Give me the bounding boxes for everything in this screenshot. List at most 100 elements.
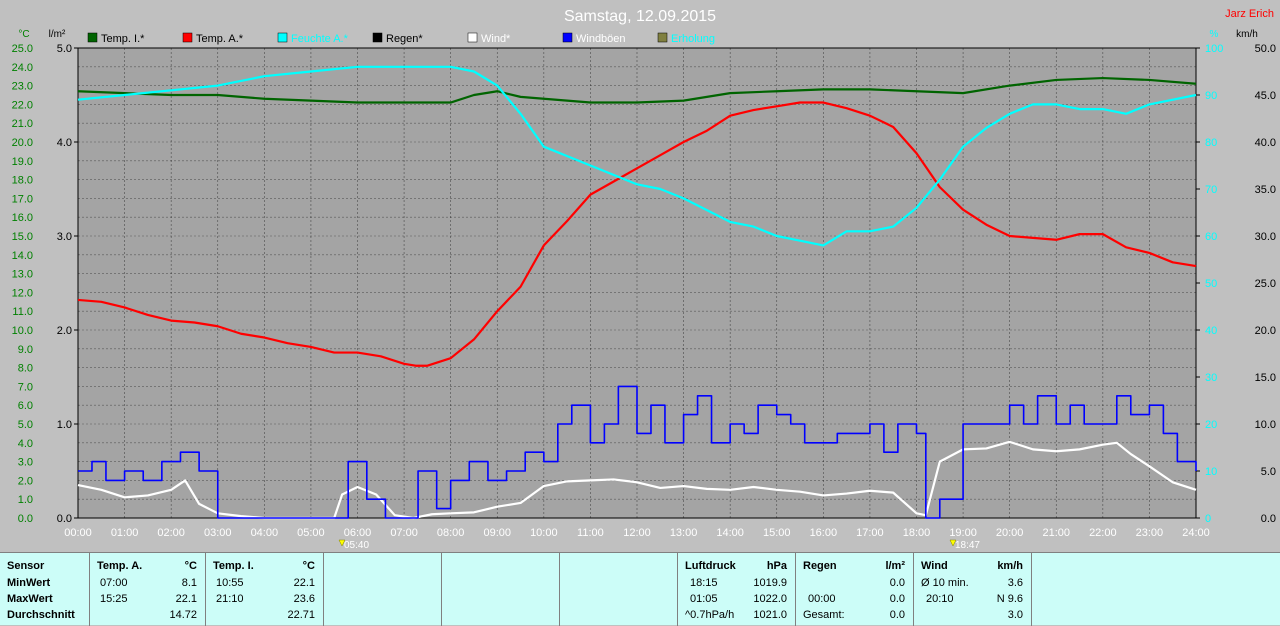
temp-tick-label: 18.0: [12, 175, 33, 187]
x-tick-label: 02:00: [157, 527, 185, 539]
pressure-max-time: 01:05: [690, 593, 718, 605]
temp-tick-label: 10.0: [12, 325, 33, 337]
temp-tick-label: 17.0: [12, 193, 33, 205]
x-tick-label: 07:00: [390, 527, 418, 539]
x-tick-label: 01:00: [111, 527, 139, 539]
temp-tick-label: 2.0: [18, 475, 33, 487]
sun-marker-icon: [338, 539, 346, 547]
wind-tick-label: 40.0: [1255, 137, 1276, 149]
wind-unit: km/h: [997, 560, 1023, 572]
temp-tick-label: 8.0: [18, 363, 33, 375]
legend-swatch: [467, 32, 478, 43]
pressure-min-value: 1019.9: [753, 577, 787, 589]
stats-col-empty-1: [324, 553, 442, 626]
temp-tick-label: 23.0: [12, 81, 33, 93]
temp-i-min-value: 22.1: [293, 577, 315, 589]
wind-row3-value: 3.0: [1007, 609, 1023, 621]
legend: Temp. I.* Temp. A.* Feuchte A.* Regen* Wind*…: [87, 32, 715, 45]
wind-unit-label: km/h: [1236, 29, 1258, 40]
rain-row1-value: 0.0: [889, 577, 905, 589]
rain-row3-value: 0.0: [889, 609, 905, 621]
temp-tick-label: 9.0: [18, 344, 33, 356]
stats-col-empty-3: [560, 553, 678, 626]
humidity-tick-label: 0: [1205, 513, 1211, 525]
temp-tick-label: 7.0: [18, 381, 33, 393]
rain-tick-label: 2.0: [57, 325, 72, 337]
x-tick-label: 17:00: [856, 527, 884, 539]
row-label-max: MaxWert: [7, 593, 53, 605]
x-tick-label: 20:00: [996, 527, 1024, 539]
temp-tick-label: 0.0: [18, 513, 33, 525]
wind-tick-label: 15.0: [1255, 372, 1276, 384]
temp-i-max-time: 21:10: [216, 593, 244, 605]
stats-col-temp-outside: Temp. A. °C 07:00 8.1 15:25 22.1 14.72: [90, 553, 206, 626]
legend-swatch: [562, 32, 573, 43]
sensor-header: Sensor: [7, 560, 45, 572]
temp-i-unit: °C: [302, 560, 315, 572]
series-line-temp-i: [77, 76, 1197, 104]
wind-tick-label: 10.0: [1255, 419, 1276, 431]
axis-ticks: 00:00 01:00 02:00 03:00 04:00 05:00 06:00 07:00…: [12, 43, 1276, 539]
stats-col-pressure: Luftdruck hPa 18:15 1019.9 01:05 1022.0 …: [678, 553, 796, 626]
legend-swatch: [277, 32, 288, 43]
temp-a-min-time: 07:00: [100, 577, 128, 589]
temp-a-max-value: 22.1: [175, 593, 197, 605]
row-label-avg: Durchschnitt: [7, 609, 75, 621]
author-label: Jarz Erich: [1225, 8, 1274, 20]
legend-swatch: [87, 32, 98, 43]
rain-row2-value: 0.0: [889, 593, 905, 605]
wind-row1-value: 3.6: [1007, 577, 1023, 589]
stats-col-rain: Regen l/m² 0.0 00:00 0.0 Gesamt: 0.0: [796, 553, 914, 626]
legend-swatch: [372, 32, 383, 43]
pressure-trend-label: ^0.7hPa/h: [685, 609, 735, 621]
humidity-unit-label: %: [1210, 29, 1219, 40]
x-tick-label: 00:00: [64, 527, 92, 539]
series-line-windb-en: [78, 385, 1197, 519]
x-tick-label: 23:00: [1136, 527, 1164, 539]
temp-tick-label: 13.0: [12, 269, 33, 281]
temp-tick-label: 19.0: [12, 156, 33, 168]
rain-unit: l/m²: [885, 560, 905, 572]
x-tick-label: 06:00: [344, 527, 372, 539]
rain-tick-label: 4.0: [57, 137, 72, 149]
legend-label: Wind*: [481, 33, 511, 45]
legend-label: Regen*: [386, 33, 423, 45]
wind-tick-label: 35.0: [1255, 184, 1276, 196]
temp-tick-label: 1.0: [18, 494, 33, 506]
temp-i-average: 22.71: [287, 609, 315, 621]
stats-col-wind: Wind km/h Ø 10 min. 3.6 20:10 N 9.6 3.0: [914, 553, 1032, 626]
x-tick-label: 24:00: [1182, 527, 1210, 539]
wind-tick-label: 50.0: [1255, 43, 1276, 55]
temp-tick-label: 25.0: [12, 43, 33, 55]
pressure-min-time: 18:15: [690, 577, 718, 589]
stats-col-empty-2: [442, 553, 560, 626]
rain-row3-label: Gesamt:: [803, 609, 845, 621]
temp-a-average: 14.72: [169, 609, 197, 621]
rain-tick-label: 3.0: [57, 231, 72, 243]
x-tick-label: 13:00: [670, 527, 698, 539]
stats-col-temp-inside: Temp. I. °C 10:55 22.1 21:10 23.6 22.71: [206, 553, 324, 626]
pressure-trend-value: 1021.0: [753, 609, 787, 621]
sun-marker-label: 05:40: [344, 540, 369, 551]
x-tick-label: 14:00: [716, 527, 744, 539]
legend-label: Windböen: [576, 33, 626, 45]
series-line-temp-a: [77, 101, 1197, 367]
temp-tick-label: 21.0: [12, 118, 33, 130]
temp-a-max-time: 15:25: [100, 593, 128, 605]
wind-header: Wind: [921, 560, 948, 572]
humidity-tick-label: 70: [1205, 184, 1217, 196]
humidity-tick-label: 80: [1205, 137, 1217, 149]
temp-i-max-value: 23.6: [293, 593, 315, 605]
temp-tick-label: 6.0: [18, 400, 33, 412]
temp-tick-label: 11.0: [12, 306, 33, 318]
x-tick-label: 16:00: [810, 527, 838, 539]
wind-row2-value: N 9.6: [996, 593, 1023, 605]
humidity-tick-label: 100: [1205, 43, 1223, 55]
temp-tick-label: 5.0: [18, 419, 33, 431]
x-tick-label: 08:00: [437, 527, 465, 539]
temp-i-min-time: 10:55: [216, 577, 244, 589]
rain-tick-label: 1.0: [57, 419, 72, 431]
wind-tick-label: 25.0: [1255, 278, 1276, 290]
temp-tick-label: 15.0: [12, 231, 33, 243]
legend-label: Temp. I.*: [101, 33, 145, 45]
